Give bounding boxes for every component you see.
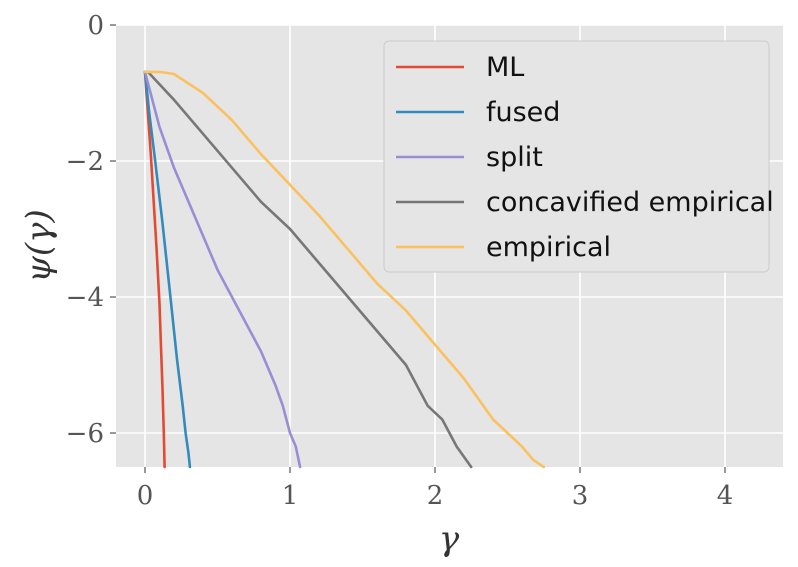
legend-label: fused: [486, 97, 560, 128]
x-axis-label: γ: [439, 519, 460, 559]
legend-label: split: [486, 142, 543, 173]
y-tick-label: −4: [66, 283, 104, 313]
series-line-0: [143, 70, 166, 469]
x-tick-label: 2: [427, 481, 444, 511]
x-tick-label: 3: [572, 481, 589, 511]
y-tick-label: −2: [66, 147, 104, 177]
legend-label: concavified empirical: [486, 187, 774, 218]
x-tick-label: 0: [137, 481, 154, 511]
legend: ML fused split concavified empirical empiric…: [383, 40, 774, 273]
series-line-3: [143, 70, 473, 469]
series-line-4: [143, 70, 546, 469]
x-tick-label: 1: [282, 481, 299, 511]
series-line-1: [143, 70, 192, 469]
y-tick-label: −6: [66, 419, 104, 449]
legend-label: ML: [486, 52, 524, 83]
legend-box: [383, 40, 770, 273]
x-axis-ticks: 0 1 2 3 4: [137, 467, 734, 511]
series-line-2: [143, 70, 302, 469]
x-tick-label: 4: [717, 481, 734, 511]
legend-label: empirical: [486, 232, 611, 263]
y-axis-ticks: 0 −2 −4 −6: [66, 11, 116, 449]
y-axis-label: ψ(γ): [19, 209, 59, 283]
y-tick-label: 0: [87, 11, 104, 41]
series-lines: [143, 70, 546, 469]
